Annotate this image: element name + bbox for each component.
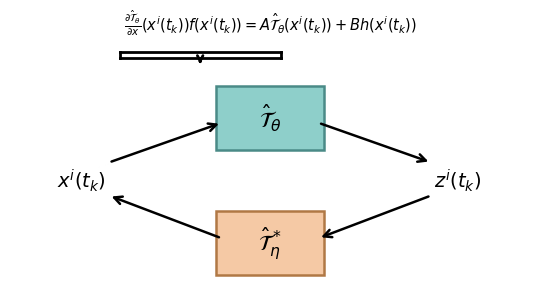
Text: $z^i(t_k)$: $z^i(t_k)$	[434, 167, 482, 194]
Text: $\hat{\mathcal{T}}_{\theta}$: $\hat{\mathcal{T}}_{\theta}$	[259, 102, 281, 133]
Text: $\hat{\mathcal{T}}^*_{\eta}$: $\hat{\mathcal{T}}^*_{\eta}$	[258, 225, 282, 262]
Text: $x^i(t_k)$: $x^i(t_k)$	[57, 167, 106, 194]
FancyBboxPatch shape	[217, 211, 323, 275]
Text: $\frac{\partial \hat{\mathcal{T}}_{\theta}}{\partial x}(x^i(t_k))f(x^i(t_k)) = A: $\frac{\partial \hat{\mathcal{T}}_{\thet…	[124, 9, 416, 38]
FancyBboxPatch shape	[217, 86, 323, 150]
